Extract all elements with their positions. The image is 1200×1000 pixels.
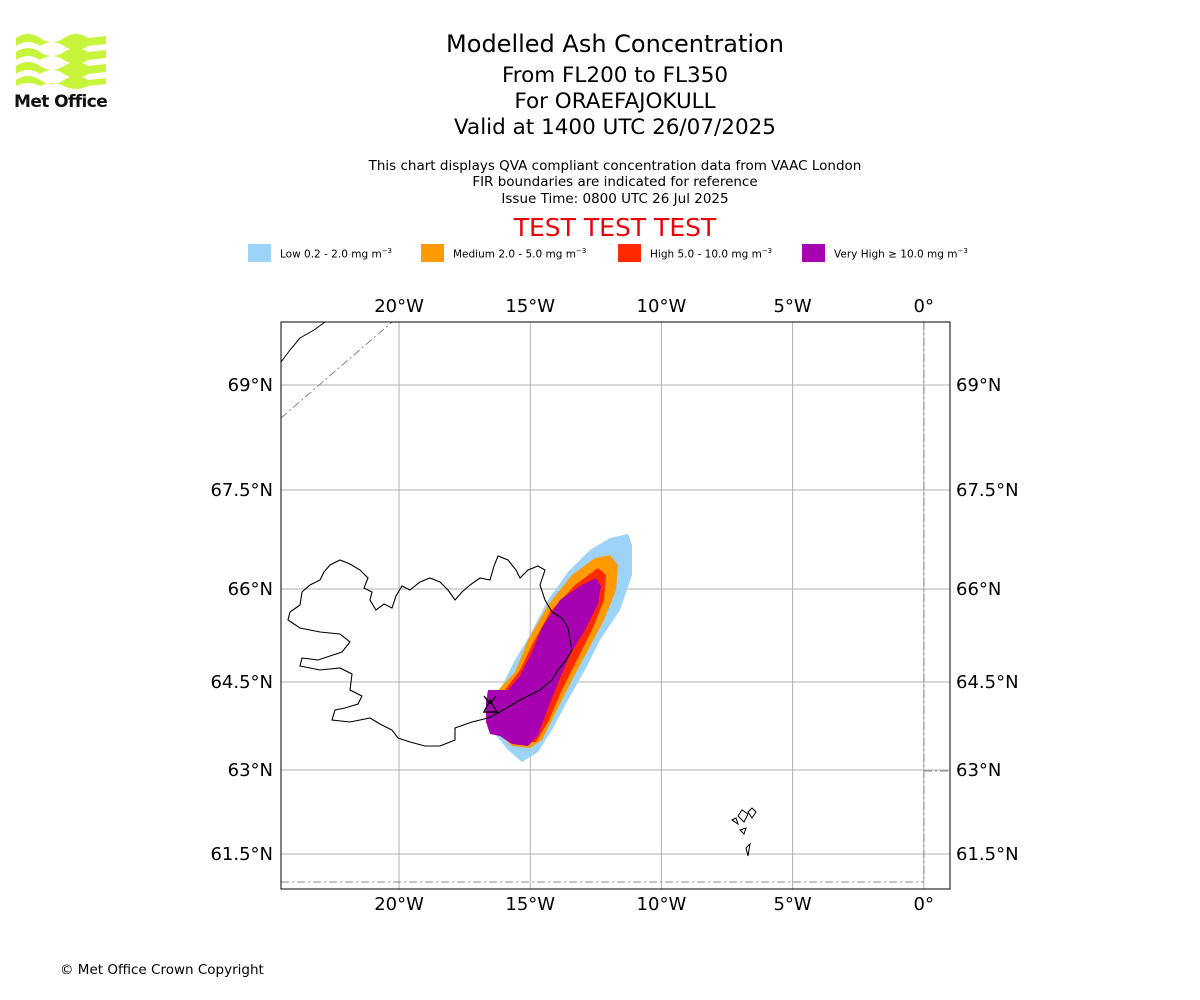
chart-title: Modelled Ash Concentration: [446, 30, 784, 58]
volcano-marker: [482, 695, 499, 713]
ash-very-high-area: [486, 578, 601, 746]
latitude-label: 67.5°N: [210, 480, 273, 501]
logo-wordmark: Met Office: [14, 92, 108, 112]
issue-time: Issue Time: 0800 UTC 26 Jul 2025: [501, 191, 729, 207]
legend-high-label: High 5.0 - 10.0 mg m−3: [650, 247, 773, 261]
legend-very-high-swatch: [802, 244, 825, 262]
longitude-label: 20°W: [374, 296, 424, 317]
graticule: [281, 322, 950, 889]
legend-very-high-label: Very High ≥ 10.0 mg m−3: [834, 247, 968, 261]
legend-low-swatch: [248, 244, 271, 262]
latitude-label: 69°N: [956, 375, 1001, 396]
longitude-label: 15°W: [505, 296, 555, 317]
latitude-label: 66°N: [956, 579, 1001, 600]
legend-low-label: Low 0.2 - 2.0 mg m−3: [280, 247, 393, 261]
test-banner: TEST TEST TEST: [513, 213, 717, 242]
longitude-label: 10°W: [637, 296, 687, 317]
latitude-label: 63°N: [956, 760, 1001, 781]
longitude-label: 0°: [914, 894, 934, 915]
latitude-label: 64.5°N: [210, 672, 273, 693]
map-frame: [280, 321, 951, 890]
latitude-label: 69°N: [228, 375, 273, 396]
latitude-label: 61.5°N: [956, 844, 1019, 865]
longitude-label: 15°W: [505, 894, 555, 915]
axis-labels: 20°W 20°W 15°W 15°W 10°W 10°W 5°W 5°W 0° 0° 69°N 69…: [210, 296, 1018, 915]
longitude-label: 5°W: [773, 894, 811, 915]
iceland-coastline: [287, 555, 573, 747]
longitude-label: 20°W: [374, 894, 424, 915]
fir-boundary: [281, 322, 950, 883]
faroe-islands: [731, 807, 757, 857]
latitude-label: 61.5°N: [210, 844, 273, 865]
longitude-label: 10°W: [637, 894, 687, 915]
copyright: © Met Office Crown Copyright: [60, 962, 264, 978]
latitude-label: 63°N: [228, 760, 273, 781]
latitude-label: 67.5°N: [956, 480, 1019, 501]
note-qva: This chart displays QVA compliant concen…: [368, 158, 862, 174]
flight-levels: From FL200 to FL350: [501, 63, 729, 88]
longitude-label: 5°W: [773, 296, 811, 317]
longitude-label: 0°: [914, 296, 934, 317]
legend-medium-label: Medium 2.0 - 5.0 mg m−3: [453, 247, 587, 261]
note-fir: FIR boundaries are indicated for referen…: [472, 174, 758, 190]
greenland-coastline: [281, 322, 326, 363]
legend-medium-swatch: [421, 244, 444, 262]
valid-time: Valid at 1400 UTC 26/07/2025: [453, 115, 776, 140]
volcano-name: For ORAEFAJOKULL: [514, 89, 716, 114]
met-office-logo: [16, 34, 106, 89]
legend-high-swatch: [618, 244, 641, 262]
latitude-label: 66°N: [228, 579, 273, 600]
latitude-label: 64.5°N: [956, 672, 1019, 693]
